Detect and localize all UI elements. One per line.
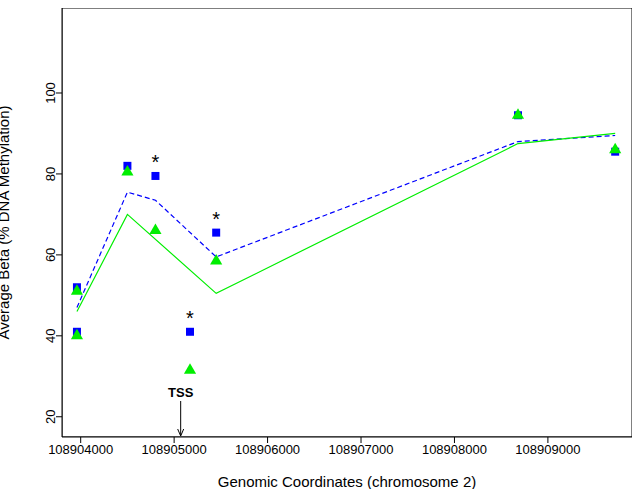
svg-text:108908000: 108908000 bbox=[422, 442, 487, 457]
svg-text:108906000: 108906000 bbox=[235, 442, 300, 457]
svg-text:Average Beta (% DNA Methylatio: Average Beta (% DNA Methylation) bbox=[8, 105, 12, 339]
svg-text:40: 40 bbox=[43, 329, 58, 343]
svg-text:100: 100 bbox=[43, 82, 58, 104]
svg-text:TSS: TSS bbox=[168, 385, 194, 400]
svg-text:108907000: 108907000 bbox=[328, 442, 393, 457]
svg-text:20: 20 bbox=[43, 410, 58, 424]
svg-text:*: * bbox=[152, 151, 160, 173]
svg-text:80: 80 bbox=[43, 167, 58, 181]
svg-text:60: 60 bbox=[43, 248, 58, 262]
svg-text:108909000: 108909000 bbox=[515, 442, 580, 457]
svg-text:*: * bbox=[186, 307, 194, 329]
svg-text:*: * bbox=[212, 208, 220, 230]
svg-text:108905000: 108905000 bbox=[142, 442, 207, 457]
svg-text:108904000: 108904000 bbox=[48, 442, 113, 457]
svg-text:Genomic Coordinates (chromosom: Genomic Coordinates (chromosome 2) bbox=[218, 473, 476, 489]
